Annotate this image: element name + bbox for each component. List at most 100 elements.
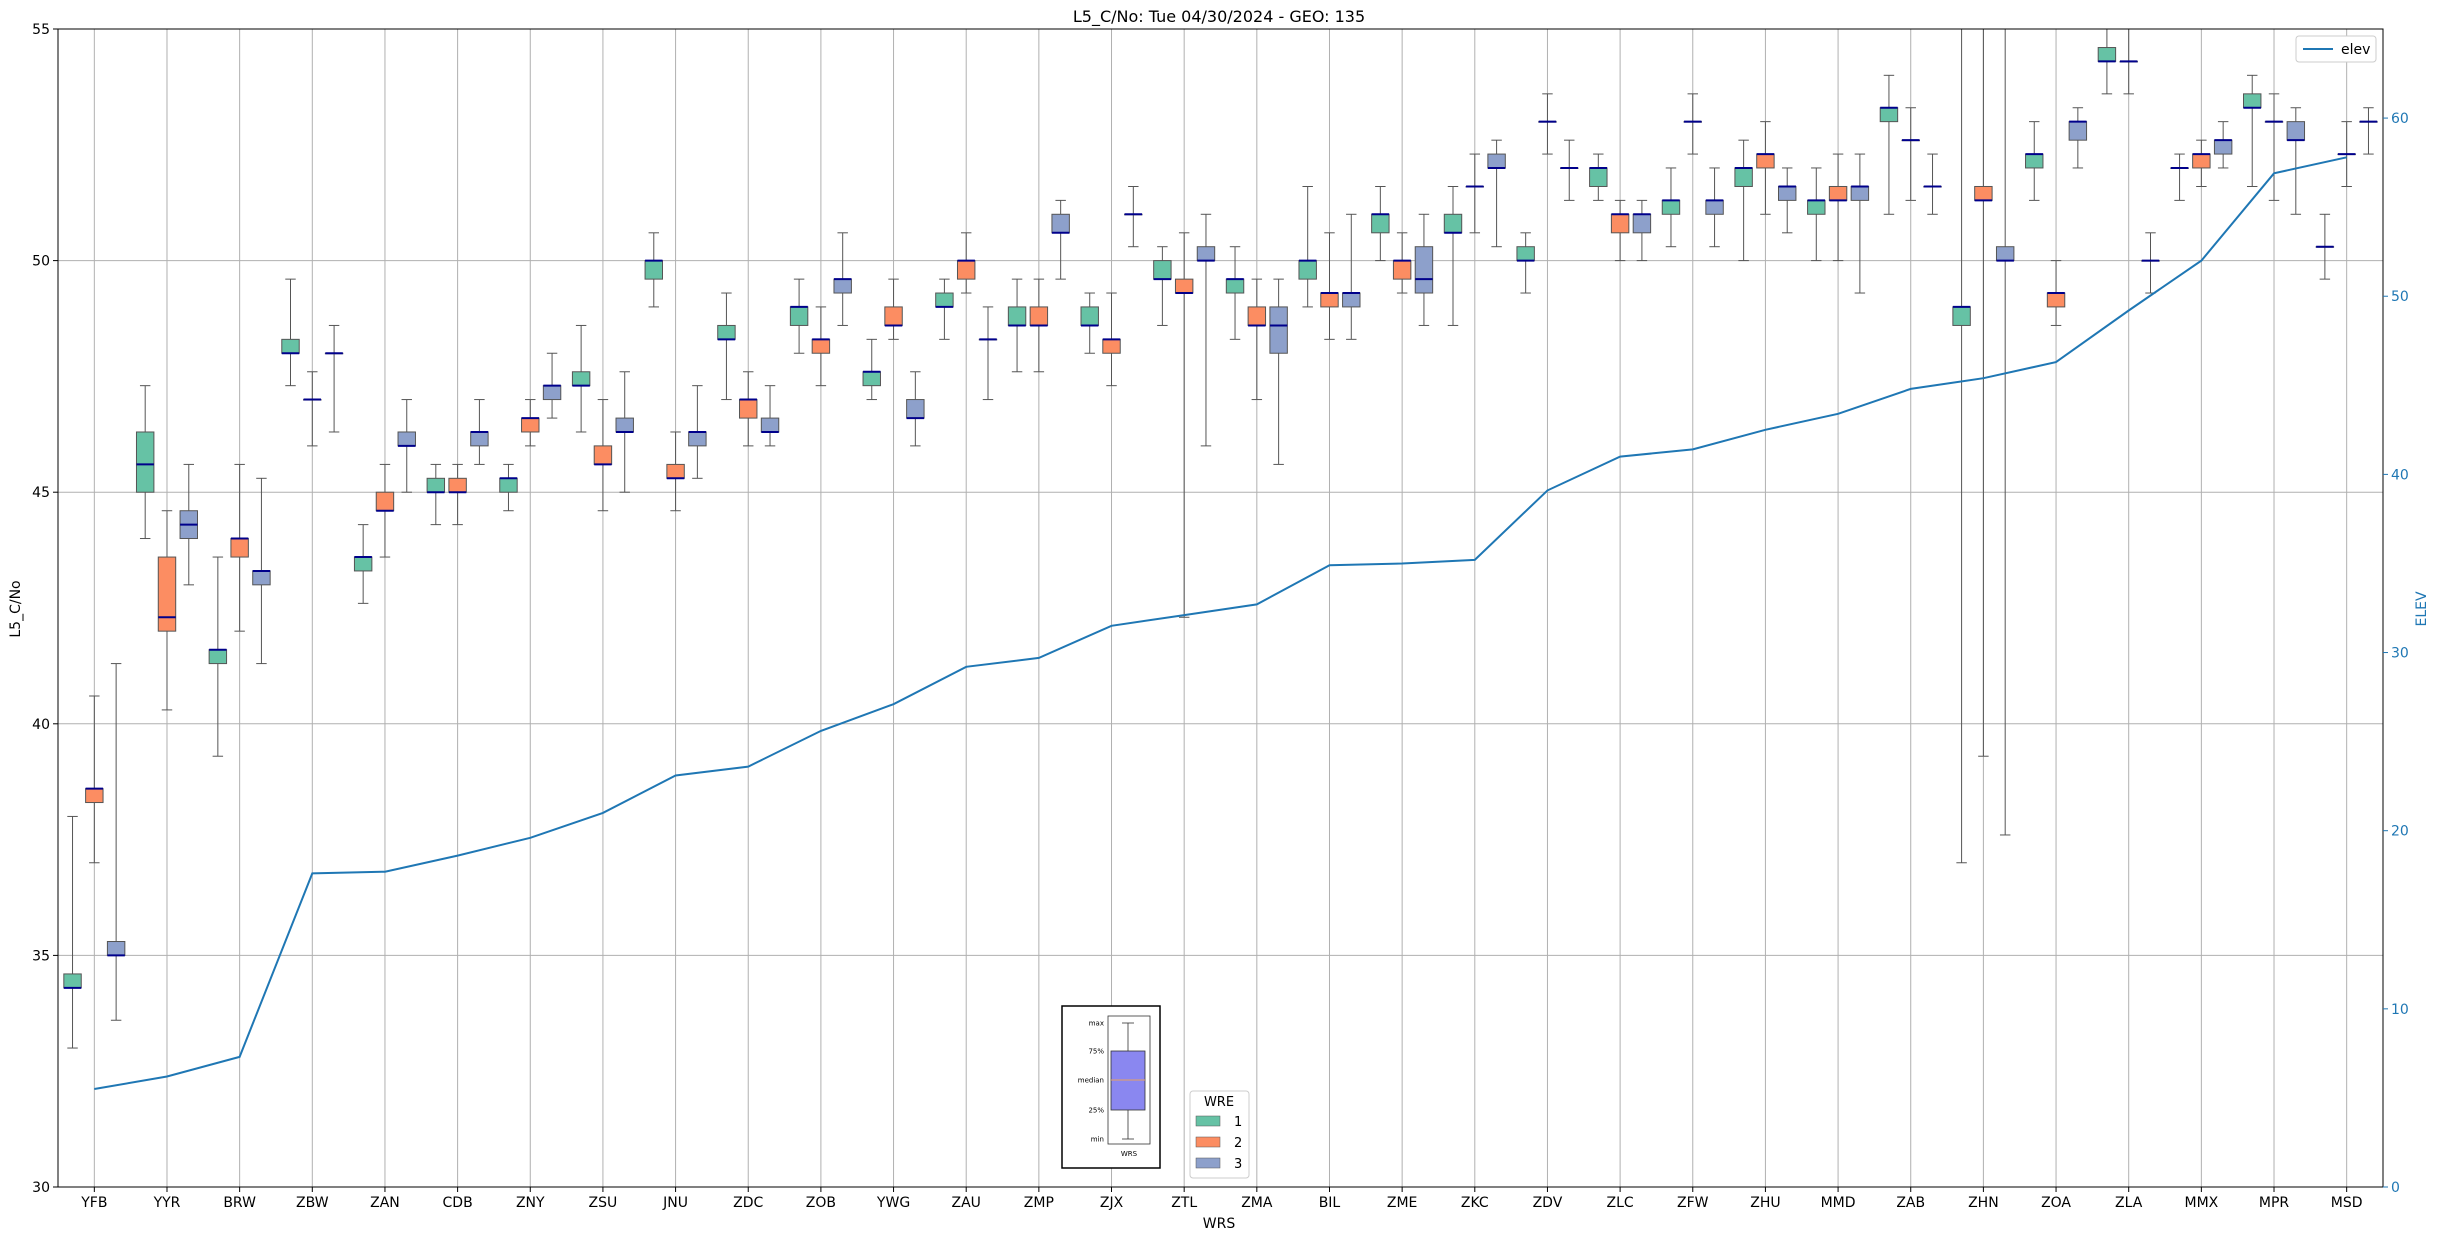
box-YFB-wre2 <box>85 695 104 864</box>
box-ZDC-wre1 <box>717 292 736 401</box>
box-CDB-wre2 <box>448 463 467 526</box>
box-body <box>1879 107 1899 123</box>
box-body <box>1995 246 2015 262</box>
box-ZHU-wre3 <box>1778 167 1797 234</box>
box-ZLA-wre2 <box>2119 28 2138 95</box>
box-body <box>571 371 591 387</box>
x-tick-label: ZAB <box>1896 1195 1925 1211</box>
y-tick-label: 45 <box>32 485 50 501</box>
elev-legend-frame <box>2295 35 2377 63</box>
box-body <box>375 491 395 512</box>
box-body <box>1392 260 1412 280</box>
box-body <box>1153 260 1172 280</box>
x-tick-label: ZFW <box>1677 1195 1709 1211</box>
box-body <box>1371 213 1390 234</box>
x-tick-label: ZHN <box>1968 1195 1999 1211</box>
box-body <box>157 556 177 632</box>
y-tick-label: 55 <box>32 22 50 38</box>
box-ZOA-wre1 <box>2025 121 2044 201</box>
box-body <box>739 399 758 419</box>
box-ZAB-wre1 <box>1879 74 1899 215</box>
y2-tick-label: 50 <box>2391 289 2409 305</box>
box-ZMA-wre3 <box>1269 278 1288 465</box>
x-tick-label: BIL <box>1319 1195 1341 1211</box>
box-ZNY-wre3 <box>542 352 562 419</box>
box-body <box>1102 338 1121 354</box>
x-axis-label: WRS <box>1203 1216 1236 1232</box>
elev-legend: elev <box>2295 35 2377 63</box>
box-body <box>1247 306 1267 326</box>
box-body <box>789 306 809 326</box>
box-YFB-wre3 <box>106 663 126 1021</box>
box-ZKC-wre1 <box>1443 185 1463 326</box>
box-MSD-wre3 <box>2359 107 2378 155</box>
inset-xlabel: WRS <box>1121 1150 1138 1158</box>
box-body <box>1051 213 1070 234</box>
wre-legend-title: WRE <box>1204 1095 1234 1110</box>
box-body <box>2286 121 2306 141</box>
box-JNU-wre2 <box>666 431 685 512</box>
box-body <box>2243 93 2262 109</box>
x-tick-label: ZLA <box>2115 1195 2143 1211</box>
box-body <box>1610 213 1630 234</box>
box-body <box>1414 246 1434 294</box>
box-ZDC-wre3 <box>760 385 780 447</box>
box-body <box>1174 278 1194 294</box>
box-ZAU-wre1 <box>935 278 954 340</box>
box-BIL-wre1 <box>1298 185 1317 308</box>
box-body <box>833 278 852 294</box>
box-body <box>135 431 155 493</box>
box-body <box>906 399 925 419</box>
x-tick-label: YYR <box>153 1195 181 1211</box>
box-YYR-wre1 <box>135 385 155 540</box>
wre-legend-swatch <box>1195 1157 1221 1169</box>
box-body <box>2025 153 2044 169</box>
box-ZHU-wre2 <box>1756 121 1775 215</box>
inset-label: 25% <box>1088 1107 1104 1115</box>
box-body <box>2046 292 2066 308</box>
box-body <box>106 941 126 956</box>
box-body <box>593 445 613 465</box>
box-body <box>1007 306 1027 326</box>
box-MMX-wre1 <box>2170 153 2189 201</box>
wre-legend-swatch <box>1195 1136 1221 1148</box>
box-ZAB-wre3 <box>1923 153 1942 215</box>
box-JNU-wre3 <box>688 385 707 479</box>
box-MMD-wre1 <box>1807 167 1826 262</box>
box-body <box>397 431 416 447</box>
y2-tick-label: 40 <box>2391 467 2409 483</box>
box-body <box>1342 292 1361 308</box>
x-tick-label: ZDV <box>1533 1195 1563 1211</box>
box-body <box>811 338 831 354</box>
box-ZLC-wre3 <box>1632 199 1652 262</box>
box-ZAB-wre2 <box>1901 107 1920 201</box>
x-tick-label: ZBW <box>296 1195 329 1211</box>
x-tick-label: ZME <box>1387 1195 1418 1211</box>
inset-label: max <box>1089 1020 1104 1028</box>
box-ZHU-wre1 <box>1734 139 1753 262</box>
box-ZFW-wre3 <box>1705 167 1724 248</box>
x-tick-label: YWG <box>876 1195 910 1211</box>
inset-label: median <box>1078 1077 1104 1085</box>
plot-frame <box>57 28 2384 1188</box>
box-body <box>1807 199 1826 215</box>
box-body <box>1632 213 1652 234</box>
box-CDB-wre3 <box>470 399 489 465</box>
box-ZMA-wre2 <box>1247 278 1267 401</box>
box-BIL-wre2 <box>1320 232 1339 340</box>
box-ZOB-wre1 <box>789 278 809 354</box>
box-body <box>230 538 249 558</box>
x-tick-label: YFB <box>80 1195 107 1211</box>
box-body <box>862 371 881 387</box>
box-body <box>1196 246 1216 262</box>
box-ZLA-wre1 <box>2097 28 2117 95</box>
box-ZME-wre2 <box>1392 232 1412 294</box>
box-ZJX-wre3 <box>1124 185 1143 248</box>
box-JNU-wre1 <box>644 232 663 308</box>
box-ZNY-wre2 <box>521 399 540 447</box>
box-ZME-wre1 <box>1371 185 1390 262</box>
box-body <box>542 385 562 401</box>
box-ZBW-wre3 <box>324 324 344 433</box>
box-body <box>353 556 373 572</box>
box-body <box>470 431 489 447</box>
